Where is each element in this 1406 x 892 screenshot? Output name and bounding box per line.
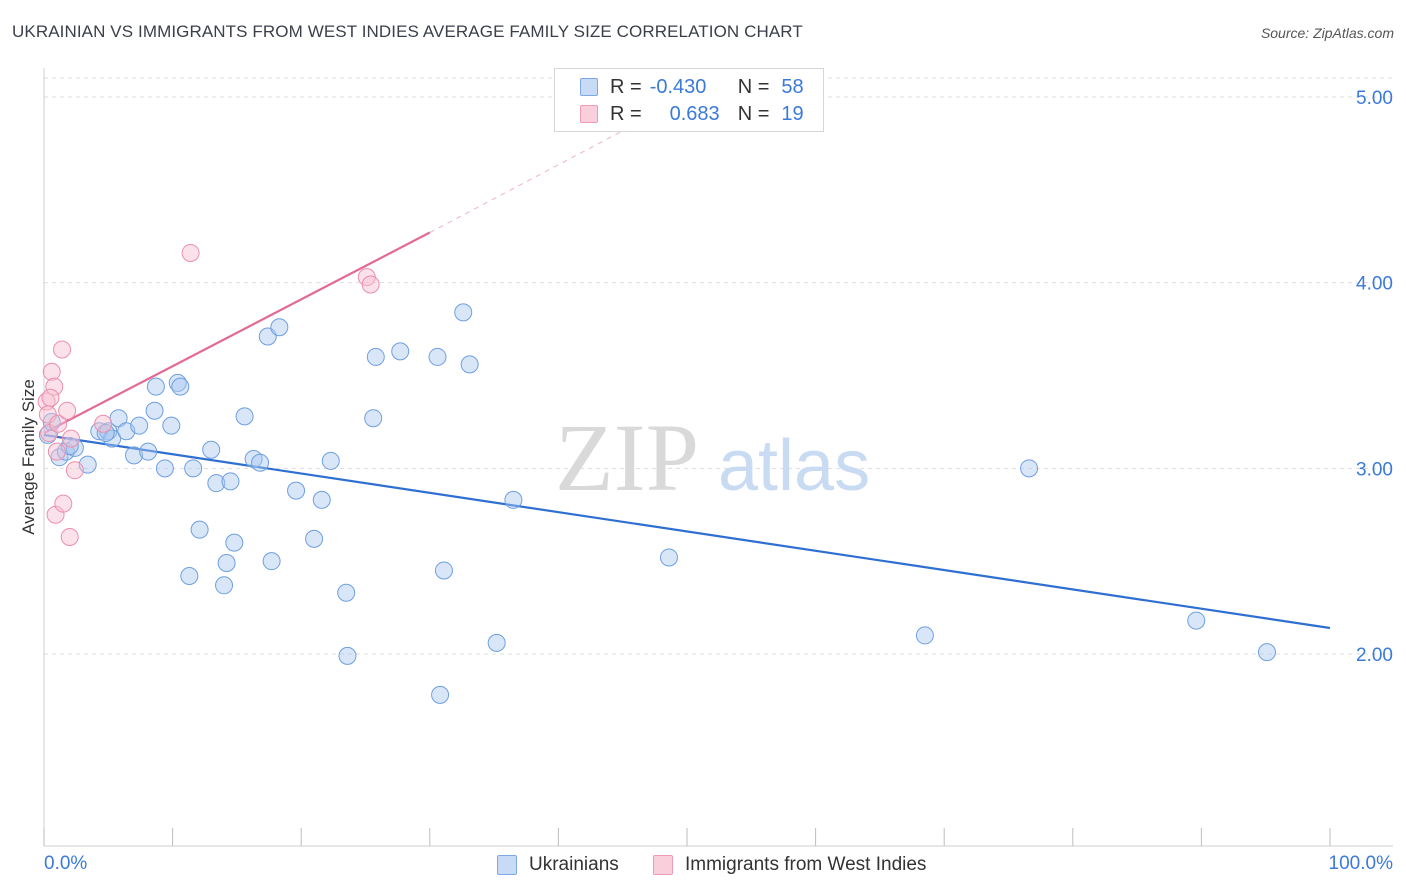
legend-n-value: 58 (781, 75, 804, 98)
point-ukrainians (202, 440, 221, 459)
point-west-indies (54, 494, 73, 513)
watermark-atlas: atlas (718, 426, 870, 506)
point-ukrainians (1187, 611, 1206, 630)
legend-swatch-pink (653, 855, 673, 875)
point-ukrainians (338, 646, 357, 665)
legend-item-ukrainians[interactable]: Ukrainians (497, 851, 619, 879)
point-west-indies (53, 340, 72, 359)
point-ukrainians (391, 342, 410, 361)
point-ukrainians (225, 533, 244, 552)
point-west-indies (361, 275, 380, 294)
point-ukrainians (434, 561, 453, 580)
point-west-indies (42, 362, 61, 381)
source-label: Source: ZipAtlas.com (1260, 25, 1394, 41)
point-west-indies (41, 388, 60, 407)
point-west-indies (94, 414, 113, 433)
trendline-ukrainians (43, 433, 1331, 630)
point-ukrainians (428, 347, 447, 366)
point-ukrainians (251, 453, 270, 472)
y-tick-label: 3.00 (1356, 459, 1393, 480)
legend-r-value: 0.683 (669, 102, 720, 125)
point-ukrainians (125, 446, 144, 465)
legend-n-label: N = (737, 75, 770, 98)
point-ukrainians (460, 355, 479, 374)
point-west-indies (49, 414, 68, 433)
x-tick-label-max: 100.0% (1329, 853, 1394, 874)
point-ukrainians (364, 409, 383, 428)
point-ukrainians (431, 685, 450, 704)
point-west-indies (181, 243, 200, 262)
correlation-legend: R = -0.430 N = 58 R = 0.683 N = 19 (554, 68, 824, 132)
trendline-west-indies (43, 231, 431, 435)
data-points (37, 243, 1276, 704)
legend-n-value: 19 (781, 102, 804, 125)
point-ukrainians (184, 459, 203, 478)
point-ukrainians (130, 416, 149, 435)
point-ukrainians (659, 548, 678, 567)
legend-item-west-indies[interactable]: Immigrants from West Indies (653, 851, 926, 879)
point-ukrainians (180, 567, 199, 586)
point-ukrainians (1020, 459, 1039, 478)
point-ukrainians (215, 576, 234, 595)
point-ukrainians (915, 626, 934, 645)
point-west-indies (40, 424, 59, 443)
point-ukrainians (1257, 643, 1276, 662)
axes (43, 68, 1393, 847)
point-west-indies (45, 377, 64, 396)
point-ukrainians (337, 583, 356, 602)
point-ukrainians (217, 554, 236, 573)
x-tick-label-min: 0.0% (44, 853, 87, 874)
y-tick-label: 2.00 (1356, 645, 1393, 666)
legend-row-ukrainians: R = -0.430 N = 58 (555, 74, 804, 100)
point-west-indies (62, 429, 81, 448)
gridlines (44, 77, 1393, 655)
legend-r-value: -0.430 (649, 75, 707, 98)
point-ukrainians (146, 377, 165, 396)
y-tick-label: 4.00 (1356, 274, 1393, 295)
chart-title: UKRAINIAN VS IMMIGRANTS FROM WEST INDIES… (12, 22, 803, 41)
watermark-zip: ZIP (555, 404, 699, 511)
point-ukrainians (139, 442, 158, 461)
legend-swatch-blue (580, 78, 598, 96)
y-axis-title: Average Family Size (19, 379, 38, 535)
y-tick-labels: 2.00 3.00 4.00 5.00 (1356, 88, 1393, 666)
point-ukrainians (190, 520, 209, 539)
legend-swatch-pink (580, 105, 598, 123)
point-ukrainians (270, 318, 289, 337)
series-legend: Ukrainians Immigrants from West Indies (0, 851, 1406, 879)
point-ukrainians (504, 490, 523, 509)
point-ukrainians (171, 377, 190, 396)
point-ukrainians (207, 474, 226, 493)
legend-n-label: N = (737, 102, 770, 125)
point-west-indies (60, 528, 79, 547)
watermark: ZIP atlas (555, 404, 870, 511)
legend-swatch-blue (497, 855, 517, 875)
legend-r-label: R = (610, 102, 642, 125)
point-ukrainians (366, 347, 385, 366)
point-ukrainians (155, 459, 174, 478)
point-ukrainians (305, 529, 324, 548)
point-ukrainians (162, 416, 181, 435)
point-ukrainians (312, 490, 331, 509)
y-tick-label: 5.00 (1356, 88, 1393, 109)
point-west-indies (58, 401, 77, 420)
legend-label-west-indies: Immigrants from West Indies (685, 854, 927, 875)
point-ukrainians (262, 552, 281, 571)
point-ukrainians (487, 633, 506, 652)
point-ukrainians (235, 407, 254, 426)
legend-label-ukrainians: Ukrainians (529, 854, 619, 875)
legend-row-west-indies: R = 0.683 N = 19 (555, 101, 804, 127)
point-ukrainians (145, 401, 164, 420)
legend-r-label: R = (610, 75, 642, 98)
point-ukrainians (321, 451, 340, 470)
point-west-indies (47, 442, 66, 461)
point-ukrainians (454, 303, 473, 322)
point-ukrainians (221, 472, 240, 491)
point-west-indies (65, 461, 84, 480)
point-ukrainians (287, 481, 306, 500)
